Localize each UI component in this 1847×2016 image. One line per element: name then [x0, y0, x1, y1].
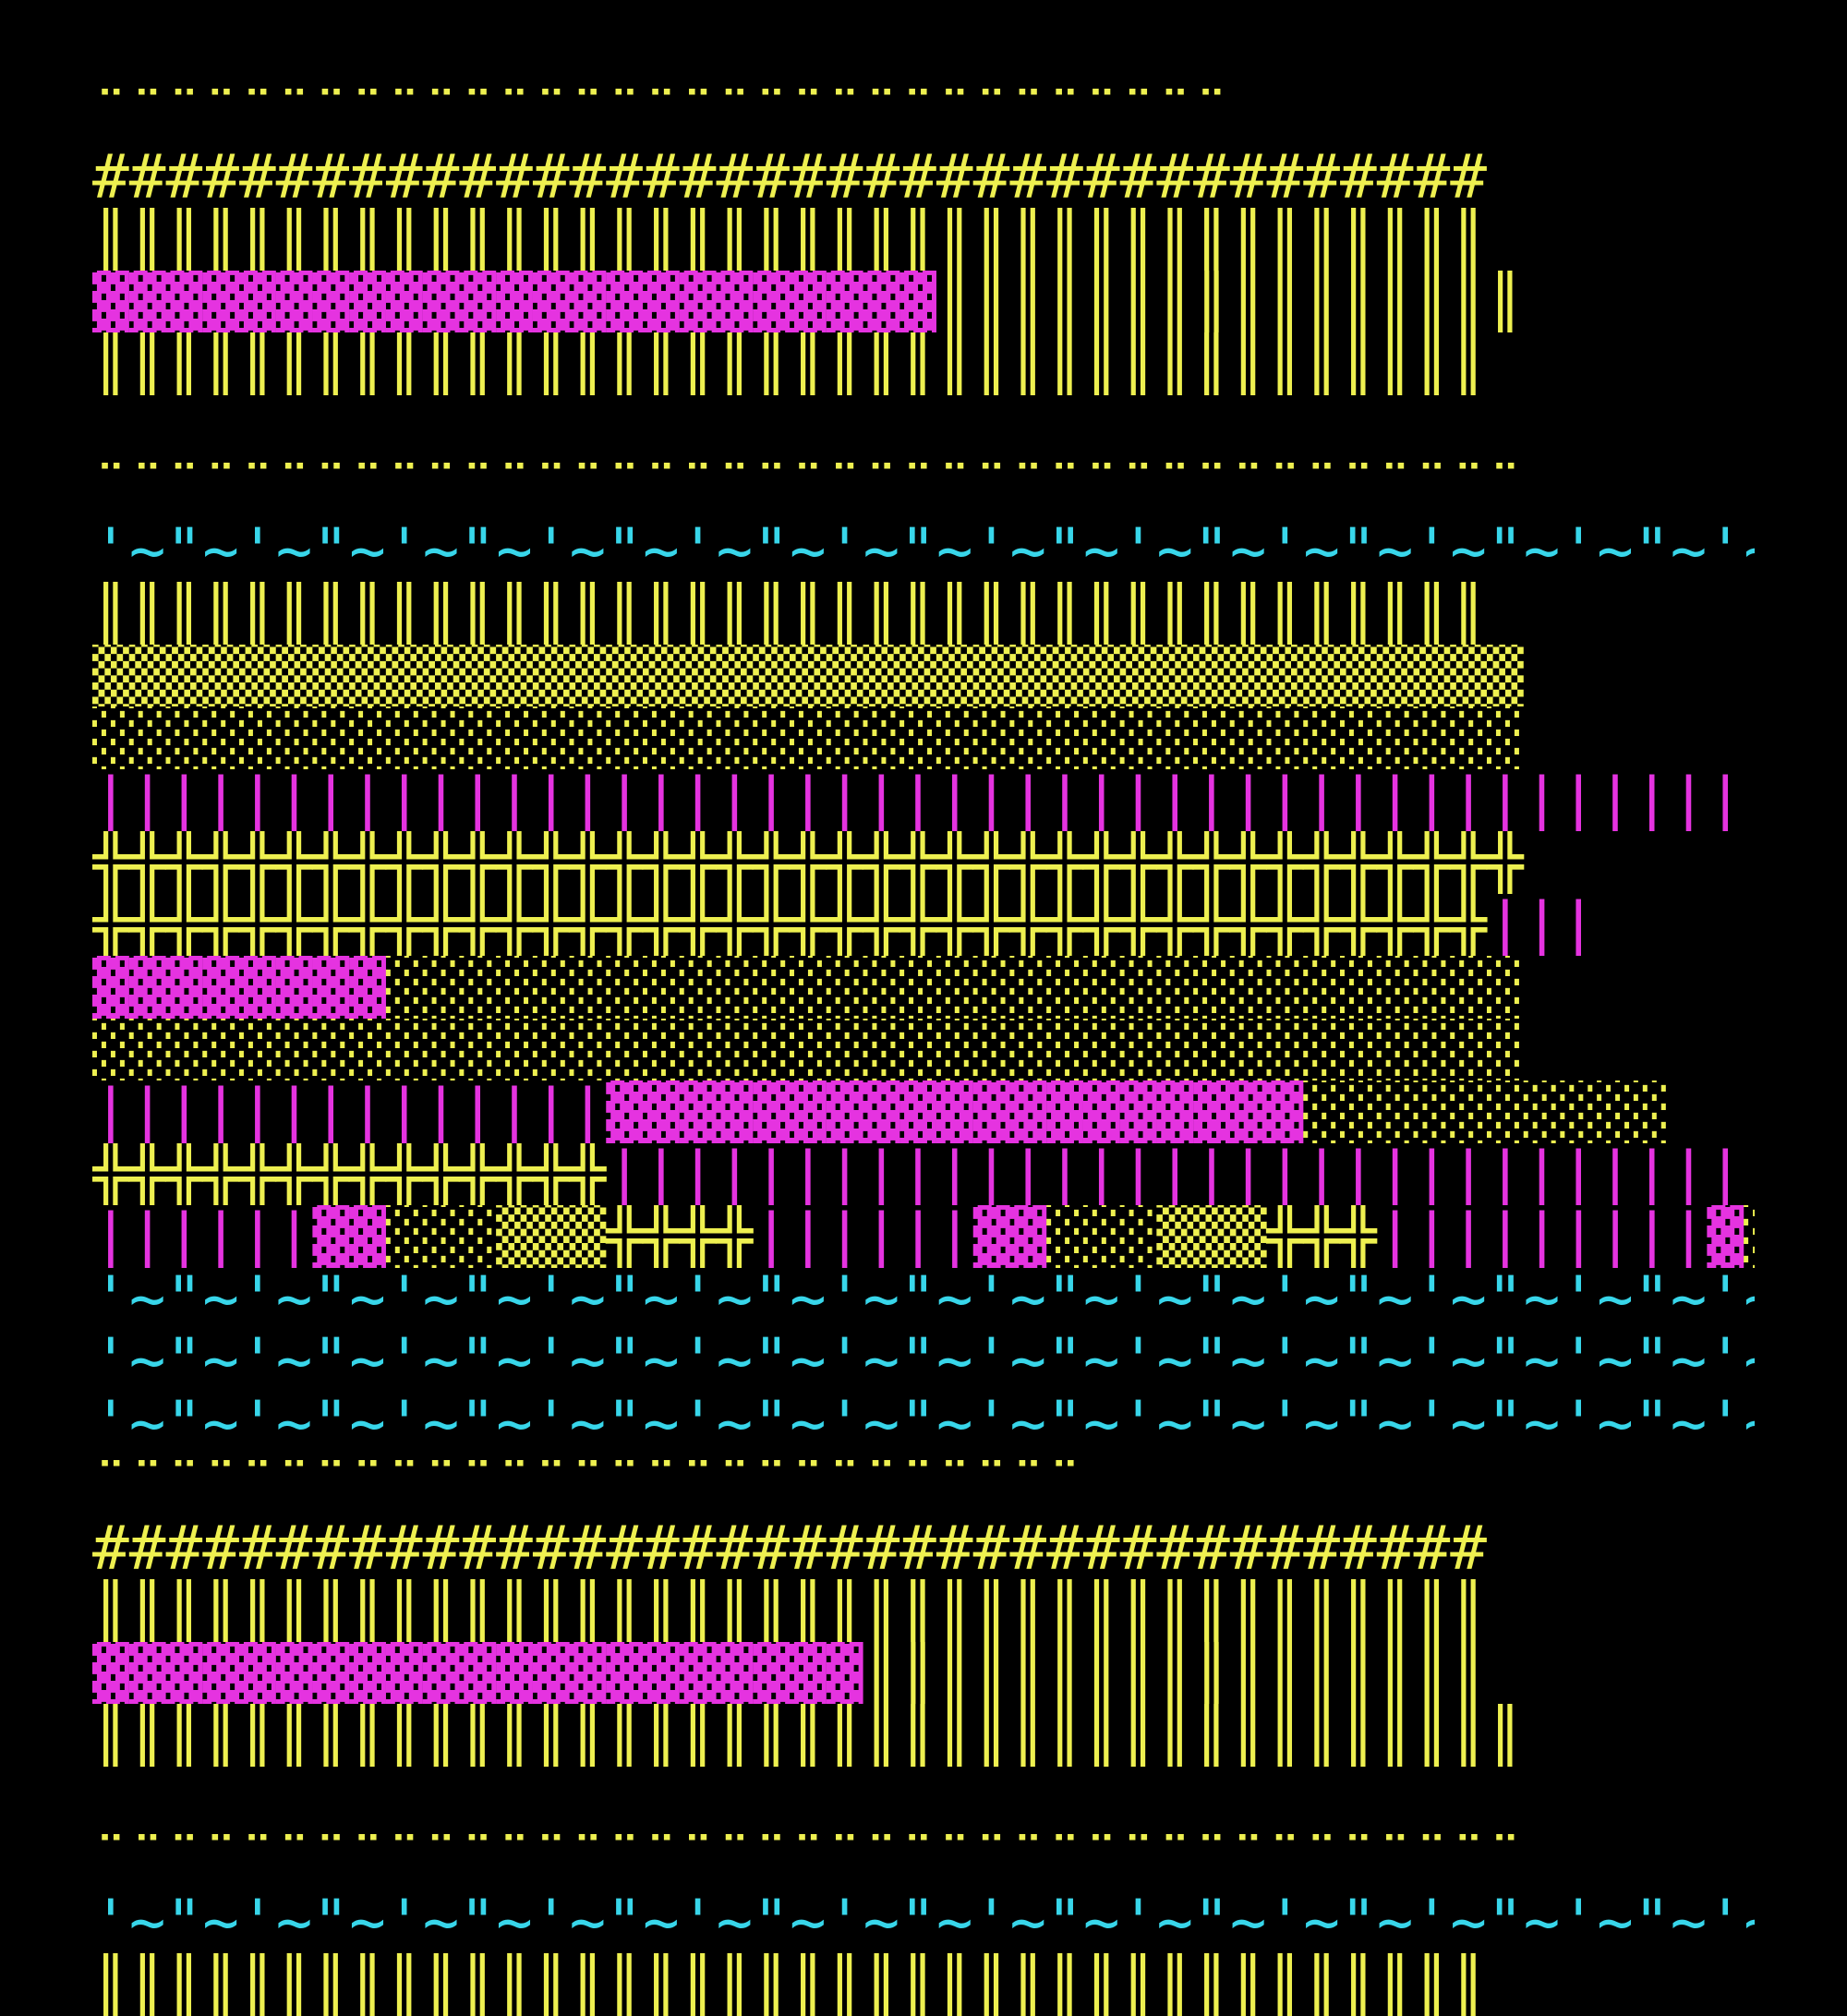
glyph-segment: |||||| [92, 1205, 313, 1268]
glyph-row: ▒▒▒▒▒▒▒▒▒▒▒▒▒▒▒▒▒▒▒▒▒▒▒▒▒▒▒▒▒▒▒▒▒▒▒▒▒▒▒ [92, 645, 1755, 707]
glyph-segment: |||||||||||||| [92, 1080, 607, 1143]
glyph-row: '~"~'~"~'~"~'~"~'~"~'~"~'~"~'~"~'~"~'~"~… [92, 1268, 1755, 1331]
glyph-row: ║║║║║║║║║║║║║║║║║║║║║║║║║║║║║║║║║║║║║║ [92, 582, 1755, 645]
glyph-segment: ║║║║║║║║║║║║║║║║ [936, 270, 1524, 332]
glyph-row: ¨¨¨¨¨¨¨¨¨¨¨¨¨¨¨¨¨¨¨¨¨¨¨¨¨¨¨¨¨¨¨¨¨¨¨¨¨¨¨ [92, 457, 1755, 520]
glyph-segment: ║║║║║║║║║║║║║║║║║║║║║║║║║║║║║║║║║║║║║║ [92, 332, 1487, 395]
glyph-segment [92, 395, 129, 458]
glyph-row: ||||||||||||||||||||||||||||||||||||||||… [92, 769, 1755, 832]
glyph-segment: ░ [1744, 1205, 1755, 1268]
glyph-row: ¨¨¨¨¨¨¨¨¨¨¨¨¨¨¨¨¨¨¨¨¨¨¨¨¨¨¨ [92, 1455, 1755, 1517]
glyph-segment: ¨¨¨¨¨¨¨¨¨¨¨¨¨¨¨¨¨¨¨¨¨¨¨¨¨¨¨¨¨¨¨¨¨¨¨¨¨¨¨ [92, 1829, 1524, 1891]
glyph-row: ║║║║║║║║║║║║║║║║║║║║║║║║║║║║║║║║║║║║║║║ [92, 1704, 1755, 1767]
glyph-row: ░░░░░░░░░░░░░░░░░░░░░░░░░░░░░░░░░░░░░░░ [92, 1019, 1755, 1081]
glyph-row: '~"~'~"~'~"~'~"~'~"~'~"~'~"~'~"~'~"~'~"~… [92, 1330, 1755, 1393]
glyph-segment: ░░░░░░░░░░ [1303, 1080, 1671, 1143]
glyph-row: ###################################### [92, 1517, 1755, 1580]
glyph-row: '~"~'~"~'~"~'~"~'~"~'~"~'~"~'~"~'~"~'~"~… [92, 520, 1755, 583]
glyph-segment: ||||||||| [1376, 1205, 1708, 1268]
glyph-row: '~"~'~"~'~"~'~"~'~"~'~"~'~"~'~"~'~"~'~"~… [92, 1891, 1755, 1954]
glyph-segment: '~"~'~"~'~"~'~"~'~"~'~"~'~"~'~"~'~"~'~"~… [92, 1330, 1755, 1393]
glyph-segment: ▒▒▒▒▒▒▒▒▒▒▒▒▒▒▒▒▒▒▒▒▒▒▒▒▒▒▒▒▒▒▒▒▒▒▒▒▒▒▒ [92, 644, 1524, 706]
glyph-segment: ╬╬╬╬╬╬╬╬╬╬╬╬╬╬╬╬╬╬╬╬╬╬╬╬╬╬╬╬╬╬╬╬╬╬╬╬╬╬╬ [92, 831, 1524, 894]
glyph-row [92, 1767, 1755, 1829]
glyph-segment: ###################################### [92, 1516, 1487, 1579]
glyph-row: ║║║║║║║║║║║║║║║║║║║║║║║║║║║║║║║║║║║║║║ [92, 1953, 1755, 2016]
glyph-segment: '~"~'~"~'~"~'~"~'~"~'~"~'~"~'~"~'~"~'~"~… [92, 1392, 1755, 1455]
glyph-segment: ║║║║║║║║║║║║║║║║║║║║║║║║║║║║║║║║║║║║║║ [92, 1579, 1487, 1642]
glyph-segment: |||||| [753, 1205, 973, 1268]
glyph-row: ▓▓▓▓▓▓▓▓░░░░░░░░░░░░░░░░░░░░░░░░░░░░░░░ [92, 956, 1755, 1019]
glyph-row: ║║║║║║║║║║║║║║║║║║║║║║║║║║║║║║║║║║║║║║ [92, 332, 1755, 395]
glyph-segment: ║║║║║║║║║║║║║║║║║║║║║║║║║║║║║║║║║║║║║║ [92, 582, 1487, 645]
glyph-row: ▓▓▓▓▓▓▓▓▓▓▓▓▓▓▓▓▓▓▓▓▓║║║║║║║║║║║║║║║║║ [92, 1642, 1755, 1705]
glyph-segment: ╬╬╬╬╬╬╬╬╬╬╬╬╬╬ [92, 1142, 607, 1205]
glyph-segment: ░░░░░░░░░░░░░░░░░░░░░░░░░░░░░░░░░░░░░░░ [92, 1018, 1524, 1080]
glyph-segment: '~"~'~"~'~"~'~"~'~"~'~"~'~"~'~"~'~"~'~"~… [92, 1267, 1755, 1330]
glyph-row: ╬╬╬╬╬╬╬╬╬╬╬╬╬╬╬╬╬╬╬╬╬╬╬╬╬╬╬╬╬╬╬╬╬╬╬╬╬╬||… [92, 894, 1755, 957]
glyph-segment: ║║║║║║║║║║║║║║║║║║║║║║║║║║║║║║║║║║║║║║ [92, 208, 1487, 271]
glyph-segment: ▓▓ [312, 1205, 386, 1268]
glyph-row: ||||||||||||||▓▓▓▓▓▓▓▓▓▓▓▓▓▓▓▓▓▓▓░░░░░░░… [92, 1080, 1755, 1143]
ascii-art-canvas: ¨¨¨¨¨¨¨¨¨¨¨¨¨¨¨¨¨¨¨¨¨¨¨¨¨¨¨¨¨¨¨ #########… [92, 83, 1755, 2016]
glyph-row: ░░░░░░░░░░░░░░░░░░░░░░░░░░░░░░░░░░░░░░░ [92, 706, 1755, 769]
glyph-segment: ¨¨¨¨¨¨¨¨¨¨¨¨¨¨¨¨¨¨¨¨¨¨¨¨¨¨¨¨¨¨¨ [92, 83, 1230, 146]
glyph-segment: ▓▓▓▓▓▓▓▓▓▓▓▓▓▓▓▓▓▓▓▓▓▓▓ [92, 270, 936, 332]
glyph-row: ╬╬╬╬╬╬╬╬╬╬╬╬╬╬||||||||||||||||||||||||||… [92, 1143, 1755, 1206]
glyph-segment: ░░░░░░░░░░░░░░░░░░░░░░░░░░░░░░░ [385, 956, 1524, 1019]
glyph-row: ║║║║║║║║║║║║║║║║║║║║║║║║║║║║║║║║║║║║║║ [92, 208, 1755, 271]
glyph-segment: '~"~'~"~'~"~'~"~'~"~'~"~'~"~'~"~'~"~'~"~… [92, 519, 1755, 582]
glyph-segment: ║║║║║║║║║║║║║║║║║║║║║║║║║║║║║║║║║║║║║║ [92, 1953, 1487, 2016]
glyph-segment: ▓▓▓▓▓▓▓▓▓▓▓▓▓▓▓▓▓▓▓▓▓ [92, 1641, 863, 1704]
glyph-segment: ¨¨¨¨¨¨¨¨¨¨¨¨¨¨¨¨¨¨¨¨¨¨¨¨¨¨¨¨¨¨¨¨¨¨¨¨¨¨¨ [92, 457, 1524, 520]
glyph-row: ╬╬╬╬╬╬╬╬╬╬╬╬╬╬╬╬╬╬╬╬╬╬╬╬╬╬╬╬╬╬╬╬╬╬╬╬╬╬╬ [92, 831, 1755, 894]
glyph-row: '~"~'~"~'~"~'~"~'~"~'~"~'~"~'~"~'~"~'~"~… [92, 1393, 1755, 1455]
glyph-segment: ||||||||||||||||||||||||||||||||||||||||… [606, 1142, 1755, 1205]
glyph-row: ¨¨¨¨¨¨¨¨¨¨¨¨¨¨¨¨¨¨¨¨¨¨¨¨¨¨¨¨¨¨¨ [92, 83, 1755, 146]
glyph-segment [92, 1767, 129, 1829]
glyph-segment: ||||||||||||||||||||||||||||||||||||||||… [92, 768, 1755, 831]
glyph-segment: ||| [1486, 893, 1598, 956]
glyph-segment: '~"~'~"~'~"~'~"~'~"~'~"~'~"~'~"~'~"~'~"~… [92, 1890, 1755, 1953]
glyph-segment: ╬╬╬╬╬╬╬╬╬╬╬╬╬╬╬╬╬╬╬╬╬╬╬╬╬╬╬╬╬╬╬╬╬╬╬╬╬╬ [92, 893, 1487, 956]
glyph-segment: ░░░▒▒▒╬╬╬ [1046, 1205, 1377, 1268]
glyph-row: ¨¨¨¨¨¨¨¨¨¨¨¨¨¨¨¨¨¨¨¨¨¨¨¨¨¨¨¨¨¨¨¨¨¨¨¨¨¨¨ [92, 1829, 1755, 1891]
glyph-row: ###################################### [92, 146, 1755, 209]
glyph-segment: ▓▓▓▓▓▓▓▓ [92, 956, 386, 1019]
glyph-row: ║║║║║║║║║║║║║║║║║║║║║║║║║║║║║║║║║║║║║║ [92, 1579, 1755, 1642]
glyph-segment: ║║║║║║║║║║║║║║║║║ [863, 1641, 1487, 1704]
glyph-segment: ▓▓ [972, 1205, 1047, 1268]
glyph-row: ▓▓▓▓▓▓▓▓▓▓▓▓▓▓▓▓▓▓▓▓▓▓▓║║║║║║║║║║║║║║║║ [92, 271, 1755, 333]
glyph-segment: ¨¨¨¨¨¨¨¨¨¨¨¨¨¨¨¨¨¨¨¨¨¨¨¨¨¨¨ [92, 1455, 1083, 1517]
glyph-segment: ▓▓▓▓▓▓▓▓▓▓▓▓▓▓▓▓▓▓▓ [606, 1080, 1304, 1143]
glyph-segment: ░░░░░░░░░░░░░░░░░░░░░░░░░░░░░░░░░░░░░░░ [92, 706, 1524, 769]
glyph-segment: ▓ [1707, 1205, 1744, 1268]
glyph-row: ||||||▓▓░░░▒▒▒╬╬╬╬||||||▓▓░░░▒▒▒╬╬╬|||||… [92, 1205, 1755, 1268]
glyph-segment: ░░░▒▒▒╬╬╬╬ [385, 1205, 754, 1268]
glyph-row [92, 395, 1755, 458]
glyph-segment: ║║║║║║║║║║║║║║║║║║║║║║║║║║║║║║║║║║║║║║║ [92, 1704, 1524, 1767]
glyph-segment: ###################################### [92, 145, 1487, 208]
